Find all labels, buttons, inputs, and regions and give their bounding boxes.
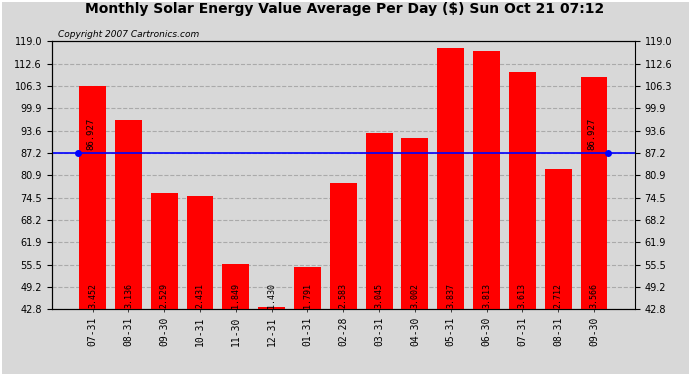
Text: 2.712: 2.712	[553, 283, 562, 308]
Bar	[330, 183, 357, 309]
Bar	[366, 134, 393, 309]
Text: 86.927: 86.927	[588, 117, 597, 150]
Text: 2.583: 2.583	[339, 283, 348, 308]
Text: 1.791: 1.791	[303, 283, 312, 308]
Text: 2.431: 2.431	[195, 283, 204, 308]
Text: Copyright 2007 Cartronics.com: Copyright 2007 Cartronics.com	[57, 30, 199, 39]
Bar	[509, 72, 535, 309]
Bar	[151, 192, 177, 309]
Bar	[258, 307, 285, 309]
Text: 3.136: 3.136	[124, 283, 133, 308]
Bar	[79, 86, 106, 309]
Text: 3.566: 3.566	[589, 283, 598, 308]
Bar	[294, 267, 321, 309]
Text: 3.613: 3.613	[518, 283, 527, 308]
Text: 3.813: 3.813	[482, 283, 491, 308]
Text: 1.430: 1.430	[267, 283, 276, 308]
Text: 3.837: 3.837	[446, 283, 455, 308]
Bar	[115, 120, 142, 309]
Bar	[402, 138, 428, 309]
Text: 1.849: 1.849	[231, 283, 240, 308]
Bar	[222, 264, 249, 309]
Text: 3.452: 3.452	[88, 283, 97, 308]
Text: 86.927: 86.927	[86, 117, 95, 150]
Text: Monthly Solar Energy Value Average Per Day ($) Sun Oct 21 07:12: Monthly Solar Energy Value Average Per D…	[86, 2, 604, 16]
Bar	[544, 169, 571, 309]
Bar	[437, 48, 464, 309]
Bar	[473, 51, 500, 309]
Text: 3.002: 3.002	[411, 283, 420, 308]
Bar	[186, 196, 213, 309]
Text: 2.529: 2.529	[159, 283, 169, 308]
Text: 3.045: 3.045	[375, 283, 384, 308]
Bar	[580, 77, 607, 309]
